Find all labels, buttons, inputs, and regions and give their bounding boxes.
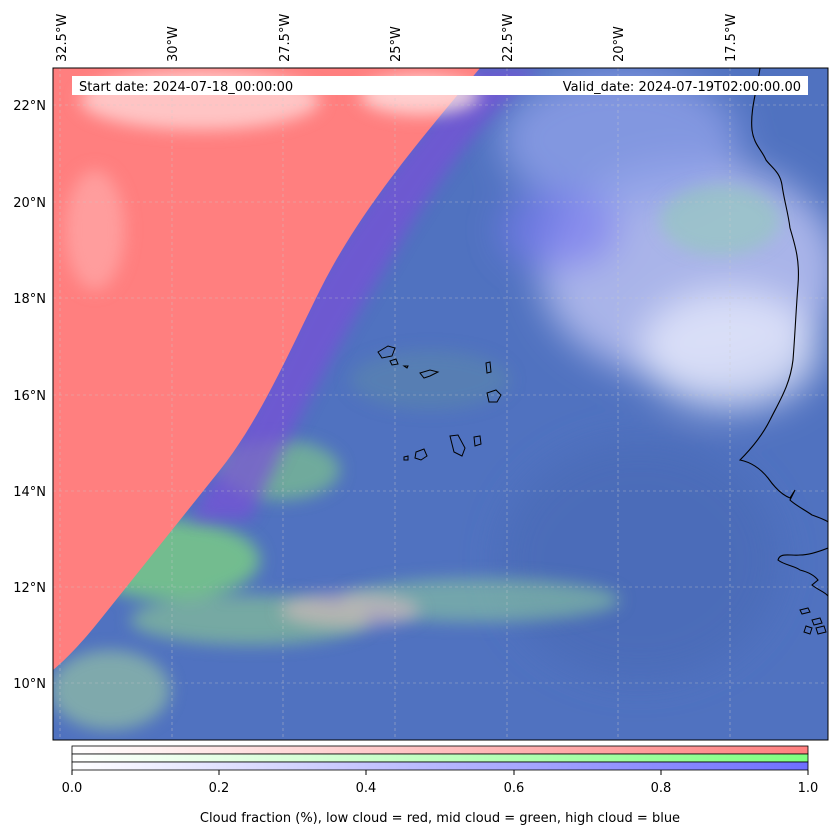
lon-label: 22.5°W <box>501 14 516 62</box>
lat-label: 18°N <box>13 292 46 307</box>
lat-label: 20°N <box>13 196 46 211</box>
start-date-label: Start date: 2024-07-18_00:00:00 <box>79 80 293 95</box>
island-santo-antao <box>377 345 396 359</box>
lat-label: 22°N <box>13 99 46 114</box>
colorbar-tick-marks <box>71 770 809 775</box>
colorbar-low-cloud <box>71 745 809 755</box>
colorbar-tick-label: 0.4 <box>356 781 377 796</box>
lon-label: 30°W <box>166 26 181 62</box>
island-santiago <box>449 434 466 457</box>
map-frame <box>52 67 829 741</box>
island-santa-luzia <box>402 365 409 369</box>
island-boa-vista <box>486 389 502 403</box>
lon-label: 25°W <box>389 26 404 62</box>
colorbar-mid-cloud <box>71 753 809 763</box>
lon-label: 17.5°W <box>724 14 739 62</box>
island-sal <box>485 361 492 374</box>
map-panel <box>53 68 828 740</box>
african-coastline-south <box>777 547 828 597</box>
low-cloud-field <box>53 68 480 670</box>
colorbar-tick-label: 1.0 <box>798 781 819 796</box>
cape-verde-islands <box>377 345 502 461</box>
colorbar-tick-label: 0.0 <box>62 781 83 796</box>
island-brava <box>403 455 409 461</box>
island-sao-vicente <box>389 358 399 366</box>
lon-label: 20°W <box>612 26 627 62</box>
guinea-bissau-islands <box>799 607 827 635</box>
colorbar-high-cloud <box>71 761 809 771</box>
colorbar-label: Cloud fraction (%), low cloud = red, mid… <box>200 811 680 826</box>
lon-label: 27.5°W <box>278 14 293 62</box>
longitude-labels: 32.5°W 30°W 27.5°W 25°W 22.5°W 20°W 17.5… <box>55 14 739 62</box>
lat-label: 10°N <box>13 677 46 692</box>
transition-band <box>190 68 540 520</box>
colorbar-tick-label: 0.2 <box>209 781 230 796</box>
lat-label: 16°N <box>13 389 46 404</box>
african-coastline <box>738 68 828 523</box>
graticule <box>53 68 828 740</box>
latitude-labels: 22°N 20°N 18°N 16°N 14°N 12°N 10°N <box>13 99 46 692</box>
lat-label: 12°N <box>13 581 46 596</box>
colorbar-tick-label: 0.6 <box>504 781 525 796</box>
island-fogo <box>414 448 428 461</box>
lon-label: 32.5°W <box>55 14 70 62</box>
island-sao-nicolau <box>419 369 440 379</box>
lat-label: 14°N <box>13 485 46 500</box>
colorbar: 0.0 0.2 0.4 0.6 0.8 1.0 Cloud fraction (… <box>62 745 819 826</box>
date-banner <box>72 76 808 95</box>
colorbar-tick-label: 0.8 <box>651 781 672 796</box>
valid-date-label: Valid_date: 2024-07-19T02:00:00.00 <box>563 80 801 95</box>
island-maio <box>473 435 482 447</box>
